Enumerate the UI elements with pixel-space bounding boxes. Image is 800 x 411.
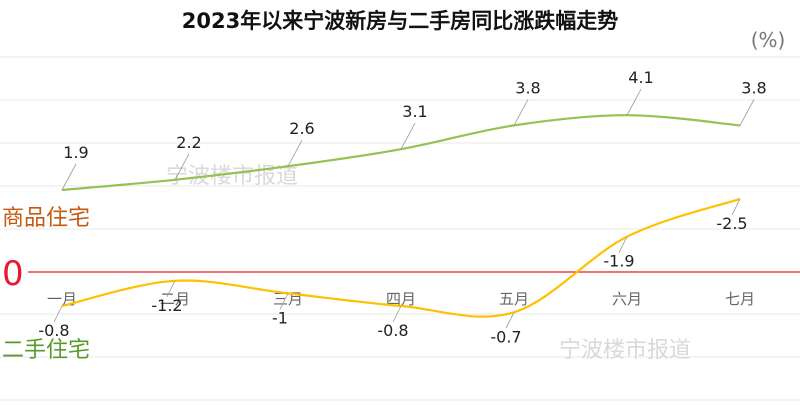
x-tick-label: 四月 [386,290,416,308]
leader-line [618,236,628,253]
leader-line [392,305,402,323]
chart-title: 2023年以来宁波新房与二手房同比涨跌幅走势 [182,9,618,33]
leader-line [279,293,289,310]
unit-label: (%) [751,28,786,52]
data-label: -1.2 [151,296,182,315]
leader-line [166,280,176,297]
gridlines [0,56,800,401]
data-label: 2.6 [289,119,314,138]
data-label: 1.9 [63,143,88,162]
x-tick-label: 二月 [160,290,190,308]
data-label: 3.8 [515,78,540,97]
leader-line [505,312,515,329]
data-label: -0.8 [377,321,408,340]
leader-line [513,99,529,126]
leader-line [626,89,642,116]
series-label-商品住宅: 商品住宅 [2,206,90,231]
leader-line [174,153,190,180]
leader-line [739,99,755,126]
series-lines [61,114,741,318]
data-label: -1.9 [603,252,634,271]
leader-line [400,123,416,150]
leader-line [731,198,741,216]
leader-line [61,163,77,191]
data-label: -0.8 [38,321,69,340]
data-label: -1 [272,308,288,327]
data-labels: 1.9 2.2 2.6 3.1 3.8 4.1 3.8 -0.8 -1.2 -1 -0.8 -0.7 -… [38,68,766,346]
data-label: 3.8 [741,78,766,97]
series-line-商品住宅 [61,114,741,192]
data-label: 3.1 [402,102,427,121]
x-tick-label: 七月 [725,290,755,308]
data-label: -0.7 [490,327,521,346]
x-tick-label: 五月 [499,290,529,308]
watermark: 宁波楼市报道 [559,338,691,363]
data-label: 4.1 [628,68,653,87]
zero-label: 0 [2,254,24,294]
data-label: 2.2 [176,133,201,152]
series-label-二手住宅: 二手住宅 [2,338,90,363]
data-label: -2.5 [716,214,747,233]
leader-line [287,140,303,167]
x-tick-label: 六月 [612,290,642,308]
leader-line [53,305,63,323]
